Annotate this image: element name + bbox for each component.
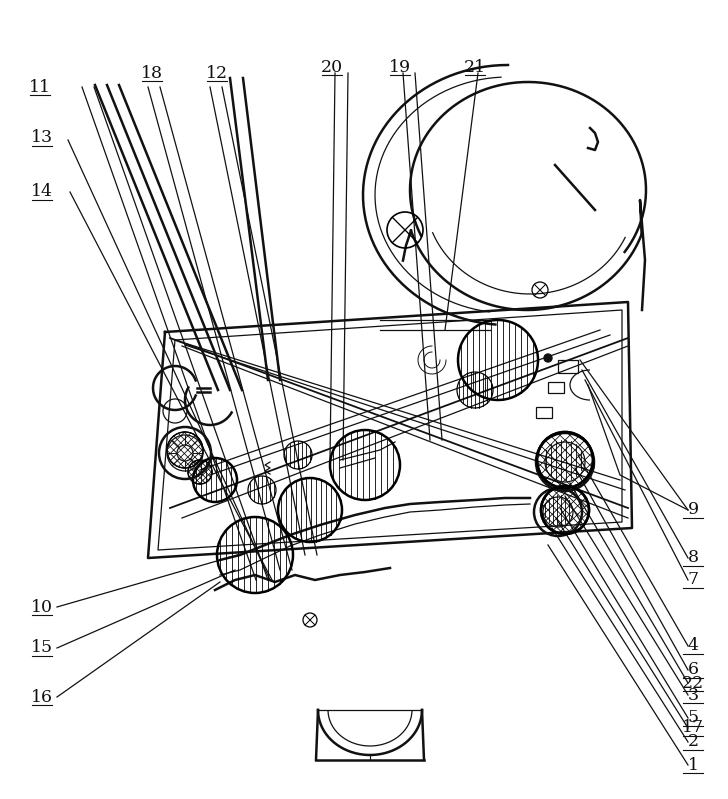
Text: 2: 2	[687, 733, 699, 750]
Text: 18: 18	[141, 65, 163, 81]
Text: 5: 5	[687, 710, 699, 726]
Text: 6: 6	[687, 662, 698, 678]
Text: 15: 15	[31, 639, 53, 657]
Text: 8: 8	[687, 550, 698, 566]
Text: 19: 19	[389, 58, 411, 75]
Text: 12: 12	[206, 65, 228, 81]
Text: 17: 17	[682, 720, 704, 737]
Text: 10: 10	[31, 598, 53, 615]
Bar	[558, 360, 578, 373]
Text: 21: 21	[464, 58, 486, 75]
Text: 16: 16	[31, 689, 53, 706]
Text: 9: 9	[687, 502, 699, 519]
Text: 14: 14	[31, 184, 53, 201]
Circle shape	[544, 354, 552, 362]
Text: 11: 11	[29, 78, 51, 96]
Bar	[548, 382, 564, 393]
Text: 13: 13	[31, 129, 53, 146]
Bar	[536, 407, 552, 418]
Text: 4: 4	[687, 638, 698, 654]
Text: 1: 1	[687, 757, 698, 773]
Text: 20: 20	[321, 58, 343, 75]
Text: 7: 7	[687, 571, 699, 589]
Text: 3: 3	[687, 686, 699, 703]
Text: 22: 22	[682, 674, 704, 691]
